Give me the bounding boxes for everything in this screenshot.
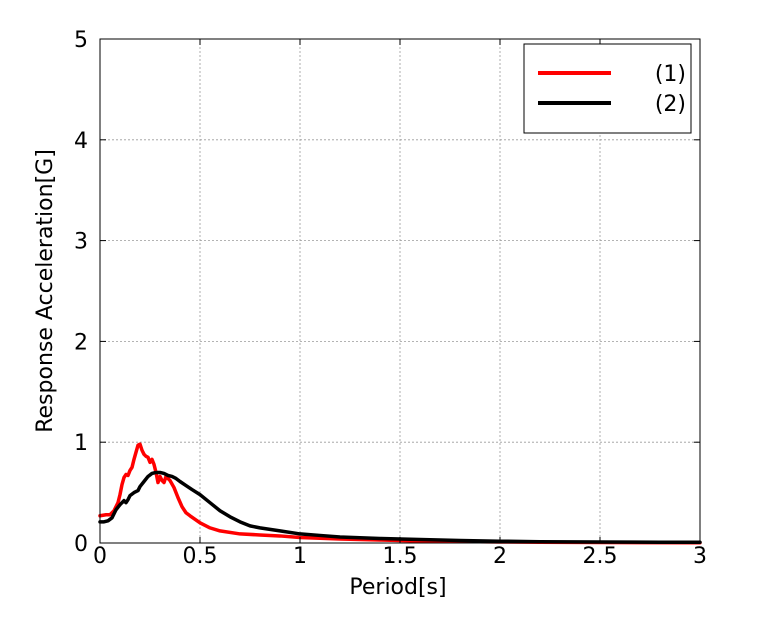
- x-tick-label: 1.5: [383, 544, 418, 569]
- tick-marks: [99, 38, 701, 544]
- legend-label-2: (2): [655, 92, 686, 117]
- y-tick-label: 5: [74, 28, 88, 53]
- x-tick-label: 2.5: [583, 544, 618, 569]
- legend-label-1: (1): [655, 62, 686, 87]
- grid-lines: [100, 39, 700, 543]
- y-tick-label: 1: [74, 431, 88, 456]
- y-tick-label: 3: [74, 230, 88, 255]
- x-tick-label: 3: [693, 544, 707, 569]
- x-axis-label: Period[s]: [349, 575, 446, 600]
- x-tick-label: 1: [293, 544, 307, 569]
- series-line-2: [98, 470, 702, 545]
- x-tick-label: 2: [493, 544, 507, 569]
- y-tick-labels: 0 1 2 3 4 5: [74, 28, 88, 557]
- x-tick-label: 0: [93, 544, 107, 569]
- x-tick-label: 0.5: [183, 544, 218, 569]
- y-tick-label: 0: [74, 532, 88, 557]
- y-axis-label: Response Acceleration[G]: [33, 149, 58, 433]
- y-tick-label: 2: [74, 330, 88, 355]
- x-tick-labels: 0 0.5 1 1.5 2 2.5 3: [93, 544, 707, 569]
- y-tick-label: 4: [74, 129, 88, 154]
- legend: (1)(2): [523, 43, 692, 134]
- series-layer: [98, 442, 702, 545]
- legend-box: [523, 43, 692, 134]
- series-line-1: [98, 442, 702, 545]
